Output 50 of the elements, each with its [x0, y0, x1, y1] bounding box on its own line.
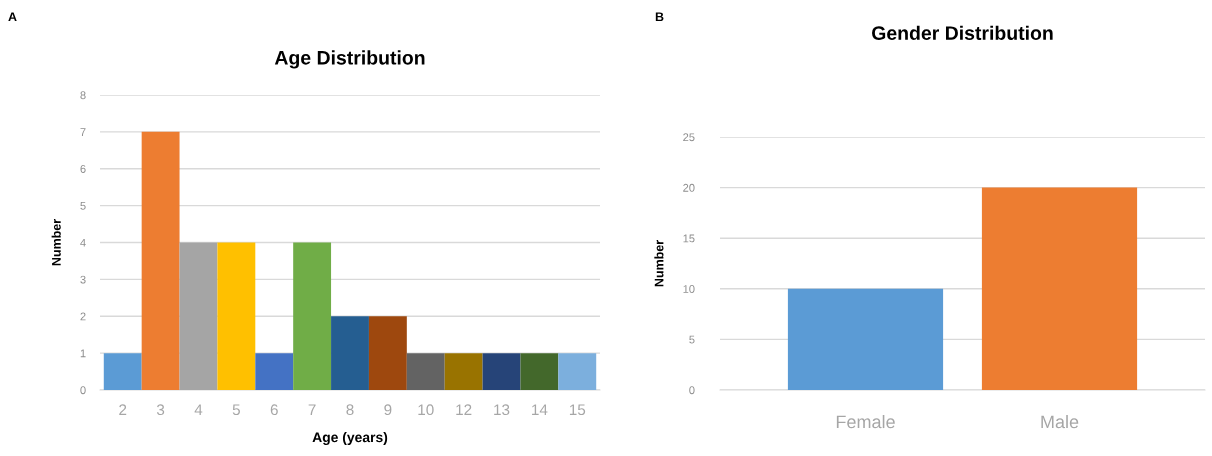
y-tick-label: 6 [80, 165, 86, 173]
x-tick-label: 10 [418, 404, 434, 416]
bar [331, 316, 369, 390]
y-tick-label: 8 [80, 91, 86, 100]
y-axis-title: Number [51, 219, 61, 266]
text: A [8, 12, 17, 22]
x-tick-label: 12 [456, 404, 472, 415]
x-tick-label: 5 [232, 404, 240, 416]
bar [558, 353, 597, 390]
x-tick-label: 4 [194, 404, 203, 415]
y-tick-label: 20 [683, 183, 695, 192]
bar [179, 242, 218, 390]
bar [368, 316, 407, 390]
bar [406, 353, 445, 390]
y-axis-title: Number [654, 240, 664, 287]
y-tick-label: 4 [80, 238, 86, 247]
y-tick-label: 0 [689, 386, 695, 395]
y-tick-label: 10 [683, 285, 695, 293]
chart-title: Age Distribution [274, 50, 425, 69]
bar [141, 131, 180, 390]
bar [520, 353, 559, 390]
x-tick-label: 8 [346, 404, 354, 416]
y-tick-label: 15 [683, 234, 695, 243]
y-tick-label: 3 [80, 275, 86, 284]
x-tick-label: Female [836, 415, 895, 429]
y-tick-label: 2 [80, 312, 86, 321]
x-tick-label: 2 [119, 404, 127, 415]
y-tick-label: 7 [80, 128, 86, 136]
x-tick-label: 7 [308, 404, 316, 415]
bar [255, 353, 294, 390]
x-tick-label: 15 [569, 404, 586, 416]
bar [444, 353, 483, 390]
x-tick-label: 9 [384, 404, 392, 416]
x-tick-label: 14 [532, 404, 548, 415]
y-tick-label: 5 [80, 202, 86, 210]
x-tick-label: 13 [494, 404, 510, 416]
bar [482, 353, 521, 390]
y-tick-label: 1 [80, 349, 86, 358]
chart-title: Gender Distribution [872, 25, 1053, 40]
x-tick-label: Male [1041, 415, 1079, 429]
bar [293, 242, 332, 390]
y-tick-label: 5 [689, 335, 695, 344]
bar [217, 242, 256, 390]
x-axis-title: Age (years) [312, 432, 388, 446]
text: B [655, 12, 664, 22]
x-tick-label: 3 [156, 404, 165, 416]
y-tick-label: 25 [683, 133, 695, 142]
y-tick-label: 0 [80, 386, 86, 395]
x-tick-label: 6 [270, 404, 278, 416]
bar [103, 353, 142, 390]
